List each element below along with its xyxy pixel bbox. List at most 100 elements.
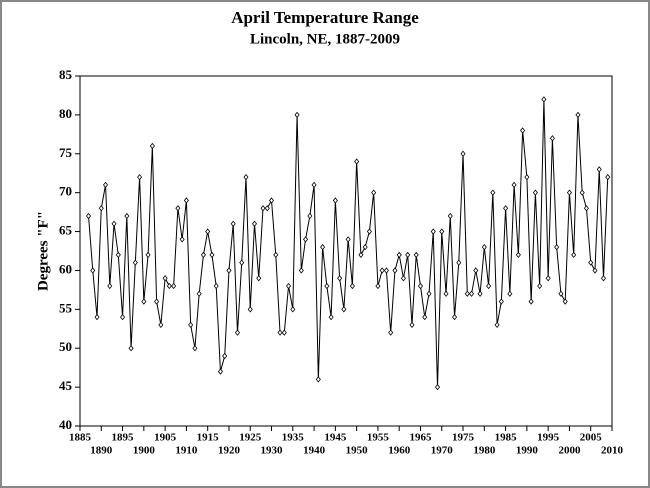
data-point [575,111,581,119]
data-point [94,313,100,321]
data-point [320,243,326,251]
data-point [209,251,215,259]
x-tick-label: 2000 [558,445,581,457]
data-point [171,282,177,290]
data-point [413,251,419,259]
y-tick-label: 80 [59,106,72,121]
data-point [115,251,121,259]
data-point [264,205,270,212]
x-tick-label: 1940 [303,445,326,457]
data-point [307,212,313,220]
y-tick-label: 50 [59,339,72,354]
data-point [332,197,338,204]
data-point [107,282,113,290]
data-point [154,298,160,305]
data-point [196,290,202,297]
x-tick-label: 1965 [409,432,432,444]
x-tick-label: 1905 [154,432,177,444]
plot-area [79,75,613,427]
data-point [132,259,138,266]
data-point [324,282,330,290]
y-tick-label: 60 [59,261,72,276]
data-point [162,275,168,282]
data-point [286,282,292,290]
data-point [328,313,334,321]
x-tick-label: 1990 [516,445,539,457]
x-tick-label: 1960 [388,445,411,457]
chart-subtitle: Lincoln, NE, 1887-2009 [250,31,400,47]
data-point [481,243,487,251]
data-point [473,267,479,274]
data-point [443,290,449,297]
chart-title: April Temperature Range [231,8,419,27]
data-point [558,290,564,297]
x-tick-label: 1885 [69,432,92,444]
data-point [281,329,287,336]
data-point [137,173,143,181]
data-point [243,173,249,181]
data-point [166,282,172,290]
data-point [592,267,598,274]
data-point [588,259,594,266]
data-point [179,236,185,243]
data-point [213,282,219,290]
data-point [222,352,228,360]
data-point [205,228,211,235]
data-point [239,259,245,266]
data-point [354,158,360,165]
data-point [409,321,415,329]
data-point [269,197,275,204]
data-point [362,243,368,251]
data-point [566,189,572,196]
data-point [103,181,109,189]
data-point [439,228,445,235]
data-point [175,205,181,212]
data-point [311,181,317,189]
data-point [315,376,321,383]
x-tick-label: 1935 [282,432,305,444]
y-tick-label: 65 [59,223,73,238]
data-point [345,236,351,243]
x-tick-label: 1995 [537,432,560,444]
data-point [298,267,304,274]
data-point [145,251,151,259]
data-point [469,290,475,297]
data-point [460,150,466,157]
data-point [200,251,206,259]
data-point [303,236,309,243]
data-point [379,267,385,274]
x-tick-label: 1980 [473,445,496,457]
x-tick-label: 1930 [261,445,284,457]
data-point [388,329,394,336]
data-point [158,321,164,329]
data-point [392,267,398,274]
data-point [290,306,296,313]
x-tick-label: 1975 [452,432,475,444]
data-point [571,251,577,259]
data-point [549,135,555,142]
data-point [337,275,343,282]
x-tick-label: 1985 [495,432,518,444]
data-point [247,306,253,313]
data-point [583,205,589,212]
x-tick-label: 1910 [175,445,198,457]
y-tick-label: 55 [59,300,73,315]
data-point [234,329,240,336]
data-point [188,321,194,329]
data-point [85,212,92,220]
data-point [366,228,372,235]
data-point [226,267,232,274]
data-point [256,275,262,282]
data-point [515,251,521,259]
data-point [422,313,428,321]
data-point [456,259,462,266]
x-tick-label: 1900 [133,445,156,457]
data-point [554,243,560,251]
data-point [477,290,483,297]
data-point [426,290,432,297]
data-point [111,220,117,227]
data-point [494,321,500,329]
data-point [128,345,134,352]
